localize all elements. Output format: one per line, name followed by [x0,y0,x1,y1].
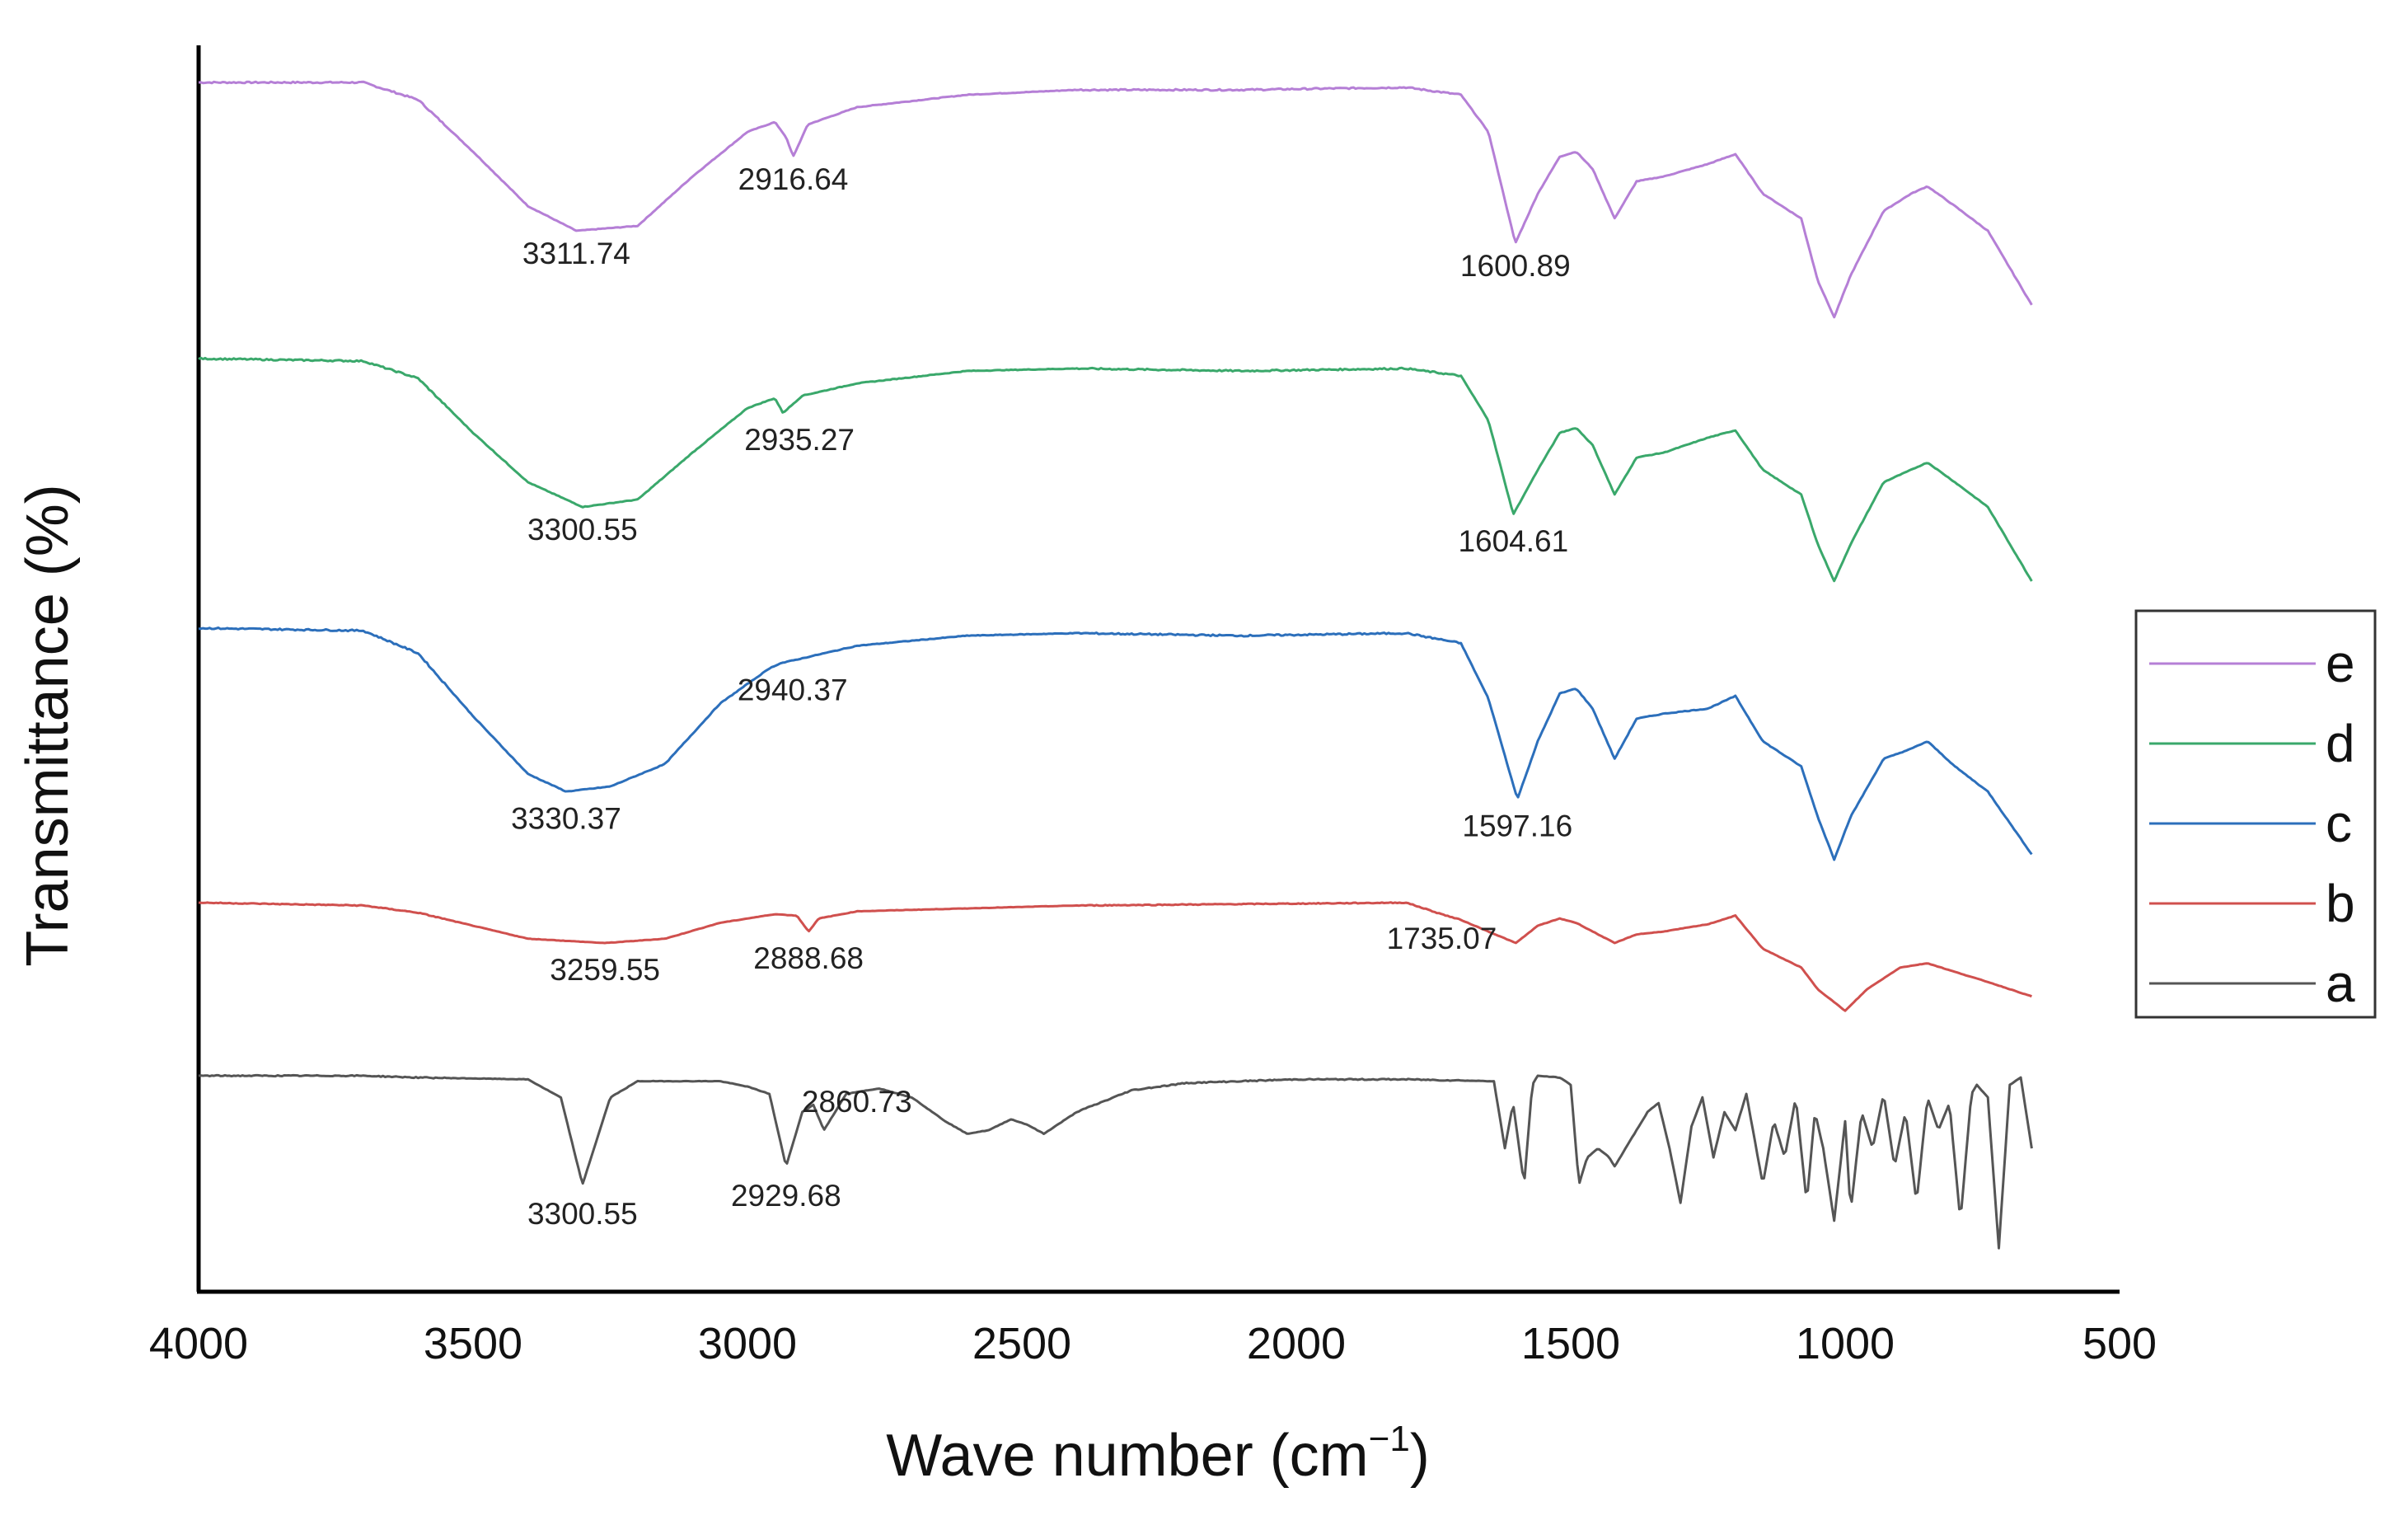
peak-label-d: 1604.61 [1458,524,1568,558]
peak-label-b: 1735.07 [1387,922,1497,955]
x-tick-label: 500 [2082,1319,2157,1368]
x-tick-label: 3500 [424,1319,522,1368]
series-line-b [198,901,2032,1012]
peak-label-b: 2888.68 [753,941,864,975]
x-axis-label-close: ) [1410,1423,1430,1489]
peak-label-c: 1597.16 [1462,809,1572,842]
x-tick-label: 1000 [1796,1319,1895,1368]
legend-label-b: b [2326,874,2355,933]
peak-label-e: 2916.64 [738,162,849,196]
x-axis-label-sup: −1 [1369,1419,1410,1459]
peak-label-d: 2935.27 [744,423,855,457]
x-tick-label: 1500 [1521,1319,1620,1368]
peak-label-a: 2860.73 [802,1085,912,1119]
y-axis-label: Transmittance (%) [15,484,81,966]
series-line-c [198,626,2033,861]
x-tick-label: 3000 [698,1319,797,1368]
series-lines [198,80,2033,1250]
legend-box [2134,609,2377,1019]
series-line-d [198,356,2033,583]
x-axis-label-main: Wave number (cm [886,1423,1368,1489]
peak-label-d: 3300.55 [527,513,638,547]
x-ticks: 4000 3500 3000 2500 2000 1500 1000 500 [149,1319,2157,1368]
series-line-a [198,1073,2033,1250]
legend-label-e: e [2326,634,2355,693]
peak-annotations: 3311.74 2916.64 1600.89 3300.55 2935.27 1604.… [511,162,1572,1231]
peak-label-a: 3300.55 [527,1197,638,1231]
peak-label-b: 3259.55 [550,953,660,987]
legend-label-a: a [2326,954,2355,1013]
legend-label-c: c [2326,794,2352,853]
x-tick-label: 2500 [972,1319,1071,1368]
peak-label-c: 3330.37 [511,801,621,835]
peak-label-a: 2929.68 [731,1179,841,1213]
peak-label-c: 2940.37 [738,673,848,707]
peak-label-e: 3311.74 [522,237,630,270]
series-line-e [198,80,2033,319]
x-axis-label: Wave number (cm−1) [886,1419,1430,1489]
x-tick-label: 2000 [1247,1319,1346,1368]
peak-label-e: 1600.89 [1460,249,1571,283]
x-tick-label: 4000 [149,1319,248,1368]
legend-label-d: d [2326,714,2355,773]
